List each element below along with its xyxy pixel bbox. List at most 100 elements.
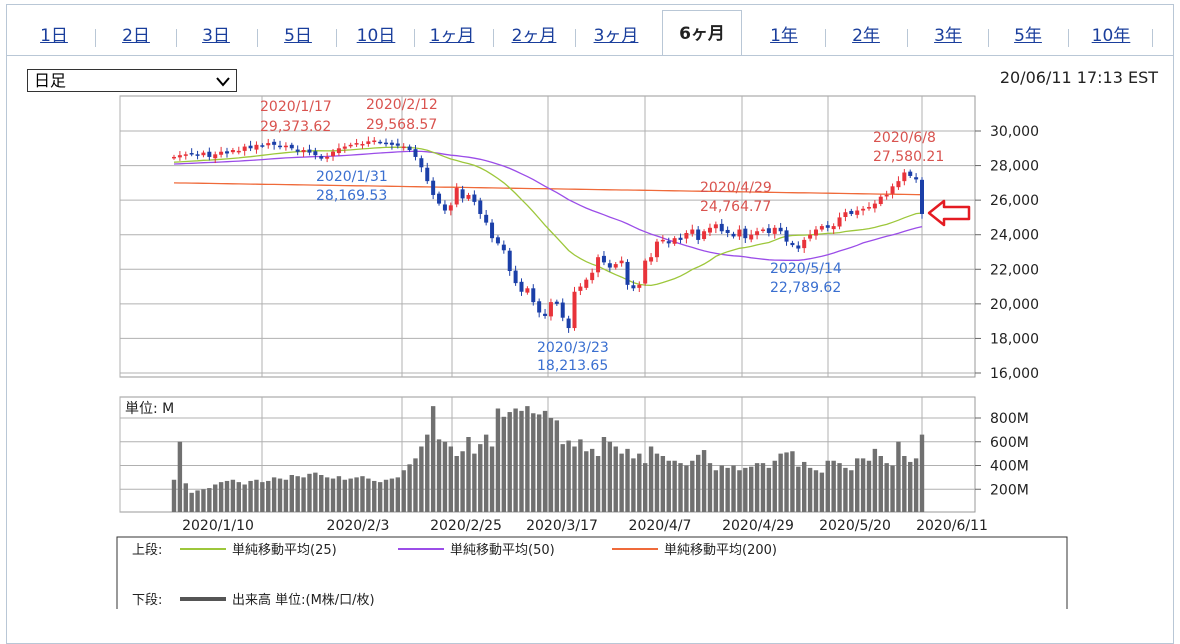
volume-bar: [201, 489, 206, 512]
volume-bar: [589, 448, 595, 512]
volume-bar: [548, 418, 554, 512]
tab-9[interactable]: 1年: [770, 26, 798, 46]
candle-body: [678, 237, 683, 240]
volume-bar: [572, 446, 577, 512]
tab-divider: [6, 55, 1174, 56]
candle-body: [272, 141, 277, 145]
candle-body: [395, 143, 400, 146]
candle-body: [831, 226, 836, 230]
legend-item-label: 単純移動平均(200): [664, 542, 777, 558]
candle-body: [896, 181, 901, 188]
annotation-high-date: 2020/4/29: [700, 180, 772, 196]
tab-7[interactable]: 3ヶ月: [593, 26, 639, 46]
volume-bar: [748, 466, 754, 512]
price-tick-label: 18,000: [990, 331, 1039, 347]
volume-bar: [525, 406, 530, 512]
tab-2[interactable]: 3日: [202, 26, 230, 46]
volume-bar: [248, 480, 253, 512]
annotation-high-value: 27,580.21: [873, 149, 944, 165]
candle-body: [749, 234, 754, 240]
candle-body: [454, 188, 459, 205]
candle-body: [560, 302, 565, 318]
candle-body: [331, 151, 336, 157]
volume-bar: [254, 479, 259, 512]
candle-body: [295, 149, 300, 152]
volume-bar: [896, 441, 901, 512]
candle-body: [307, 149, 312, 153]
tab-11[interactable]: 3年: [934, 26, 962, 46]
candle-body: [283, 145, 288, 148]
volume-bar: [660, 456, 666, 512]
tab-separator: [1068, 29, 1069, 47]
volume-bar: [778, 453, 783, 512]
volume-bar: [507, 412, 512, 512]
candle-body: [578, 286, 583, 291]
volume-bar: [784, 452, 789, 512]
volume-bar: [766, 467, 772, 512]
volume-unit-label: 単位: M: [125, 401, 174, 417]
volume-bar: [754, 463, 760, 512]
candle-body: [389, 142, 394, 145]
legend-item-label: 単純移動平均(50): [450, 542, 555, 558]
volume-bar: [354, 477, 359, 512]
volume-bar: [601, 437, 607, 512]
volume-bar: [224, 480, 230, 512]
tab-10[interactable]: 2年: [852, 26, 880, 46]
volume-bar: [684, 465, 689, 512]
volume-bar: [478, 444, 483, 512]
price-tick-label: 16,000: [990, 366, 1039, 382]
candle-body: [837, 217, 842, 227]
tab-13[interactable]: 10年: [1091, 26, 1131, 46]
volume-bar: [377, 482, 383, 512]
candle-body: [802, 239, 807, 249]
period-select-value: 日足: [34, 71, 67, 90]
candle-body: [849, 210, 854, 214]
candle-body: [902, 172, 907, 182]
candle-body: [649, 257, 654, 262]
tab-4[interactable]: 10日: [356, 26, 396, 46]
volume-bar: [195, 490, 200, 512]
volume-bar: [731, 465, 736, 512]
tab-5[interactable]: 1ヶ月: [429, 26, 475, 46]
candle-body: [348, 144, 353, 147]
candle-body: [478, 200, 483, 214]
tab-1[interactable]: 2日: [122, 26, 150, 46]
period-tabs: 1日 2日 3日 5日 10日 1ヶ月 2ヶ月 3ヶ月 6ヶ月 1年 2年 3年 5年 10年: [6, 10, 1174, 56]
legend-lower-label: 下段:: [132, 593, 162, 608]
period-select[interactable]: 日足: [27, 69, 237, 92]
volume-bar: [619, 453, 624, 512]
candle-body: [213, 154, 218, 159]
volume-bar: [878, 456, 883, 512]
candle-body: [531, 288, 536, 303]
candle-body: [590, 272, 595, 281]
candle-body: [507, 250, 512, 272]
candle-body: [613, 264, 618, 268]
volume-bar: [672, 460, 677, 512]
volume-bar: [802, 461, 807, 512]
volume-bar: [295, 476, 300, 512]
tab-12[interactable]: 5年: [1014, 26, 1042, 46]
candle-body: [866, 207, 871, 209]
tab-3[interactable]: 5日: [284, 26, 312, 46]
candle-body: [260, 145, 265, 147]
volume-bar: [413, 458, 418, 512]
volume-bar: [825, 460, 830, 512]
candle-body: [908, 171, 913, 176]
volume-bar: [277, 478, 283, 512]
candle-body: [301, 150, 306, 153]
volume-bar: [713, 470, 719, 512]
candle-body: [596, 257, 601, 273]
tab-8[interactable]: 6ヶ月: [662, 10, 742, 56]
candle-body: [460, 189, 465, 199]
tab-separator: [336, 29, 337, 47]
candle-body: [207, 151, 212, 157]
candle-body: [702, 231, 707, 240]
volume-bar: [419, 446, 424, 512]
volume-bar: [401, 470, 406, 512]
candle-body: [236, 150, 241, 153]
candle-body: [766, 228, 771, 233]
volume-bar: [324, 477, 330, 512]
tab-0[interactable]: 1日: [40, 26, 68, 46]
tab-6[interactable]: 2ヶ月: [511, 26, 557, 46]
chevron-down-icon: [216, 77, 230, 87]
